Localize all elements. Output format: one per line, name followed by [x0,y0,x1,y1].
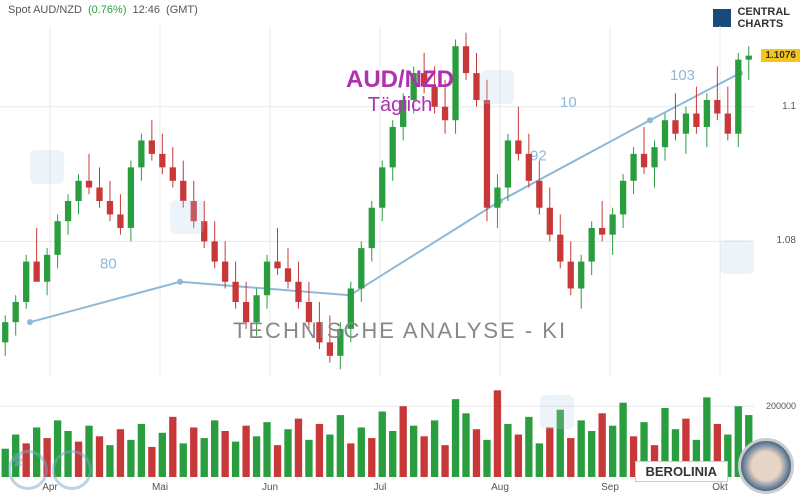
svg-text:10: 10 [560,94,577,111]
watermark-icon [30,150,64,184]
chart-title: AUD/NZD Täglich [346,66,454,117]
header: Spot AUD/NZD (0.76%) 12:46 (GMT) [8,4,198,16]
svg-text:103: 103 [670,67,695,84]
timezone: (GMT) [166,4,198,16]
watermark-arrow-icon [170,200,204,234]
logo-icon [713,9,731,27]
avatar[interactable] [738,438,794,494]
watermark-compass-icon [480,70,514,104]
svg-text:92: 92 [530,148,547,165]
watermark-doc-icon [540,395,574,429]
pair-label: Spot AUD/NZD [8,4,82,16]
brand-badge: BEROLINIA [635,461,729,482]
pct-change: (0.76%) [88,4,127,16]
ta-label: TECHNISCHE ANALYSE - KI [233,318,567,344]
nav-controls [8,450,92,490]
watermark-chart-icon [720,240,754,274]
nav-forward-button[interactable] [52,450,92,490]
y-axis: 1.081.11.1076 [756,26,800,376]
svg-text:80: 80 [100,255,117,272]
time: 12:46 [133,4,161,16]
x-axis: AprMaiJunJulAugSepOkt [0,482,754,496]
